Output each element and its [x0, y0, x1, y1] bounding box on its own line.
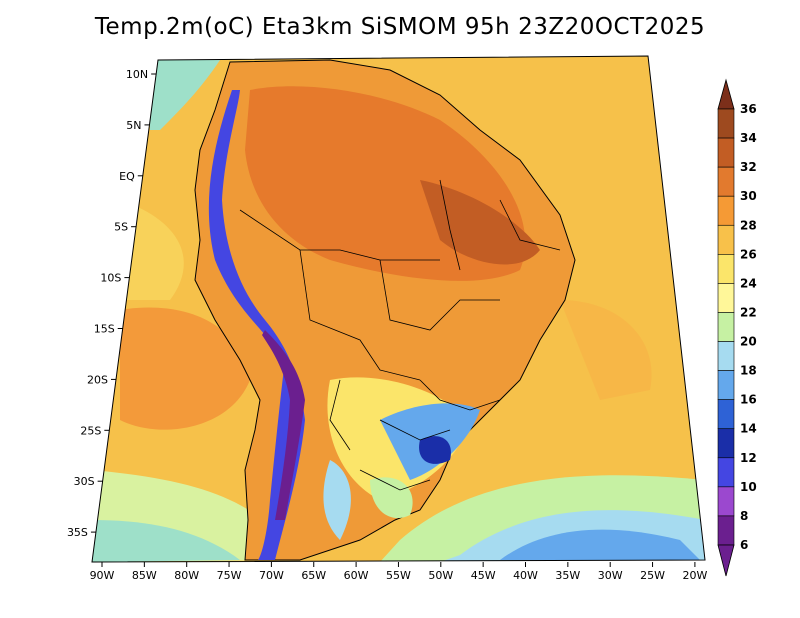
colorbar-label: 32 [740, 160, 757, 174]
colorbar-band [717, 312, 735, 342]
colorbar-bottom-arrow [717, 544, 735, 577]
colorbar-label: 36 [740, 102, 757, 116]
atlantic-warm-patch [560, 300, 652, 400]
lon-label: 20W [682, 569, 707, 582]
cool-ocean-nw [150, 60, 220, 130]
colorbar-band [717, 428, 735, 459]
longitude-axis: 90W 85W 80W 75W 70W 65W 60W 55W 50W 45W 40W 35W 30W 2… [90, 562, 707, 582]
colorbar-band [717, 515, 735, 546]
lon-label: 30W [598, 569, 623, 582]
colorbar-label: 34 [740, 131, 757, 145]
lat-label: 5S [114, 221, 128, 234]
colorbar-band [717, 224, 735, 255]
colorbar-label: 24 [740, 276, 757, 290]
lon-label: 90W [90, 569, 115, 582]
colorbar-label: 8 [740, 509, 748, 523]
cold-ocean-sw [92, 520, 240, 562]
lat-label: 15S [94, 323, 115, 336]
lat-label: 10N [126, 68, 148, 81]
colorbar-label: 16 [740, 393, 757, 407]
latitude-axis: 10N 5N EQ 5S 10S 15S 20S 25S 30S 35S [67, 68, 157, 539]
lat-label: EQ [119, 170, 135, 183]
andes-cold-band [208, 90, 305, 560]
colorbar-band [717, 254, 735, 284]
lon-label: 75W [217, 569, 242, 582]
colorbar-band [717, 341, 735, 371]
lon-label: 55W [386, 569, 411, 582]
lon-label: 40W [513, 569, 538, 582]
lon-label: 80W [174, 569, 199, 582]
argentina-cool-zone [323, 460, 351, 540]
lat-label: 10S [100, 272, 121, 285]
temperature-field [92, 56, 705, 562]
lon-label: 45W [471, 569, 496, 582]
lon-label: 85W [132, 569, 157, 582]
colorbar-band [717, 195, 735, 226]
lat-label: 5N [126, 119, 141, 132]
colorbar-label: 28 [740, 218, 757, 232]
colorbar-band [717, 283, 735, 313]
lon-label: 65W [301, 569, 326, 582]
lon-label: 35W [555, 569, 580, 582]
colorbar-band [717, 370, 735, 400]
lon-label: 60W [344, 569, 369, 582]
colorbar-label: 14 [740, 422, 757, 436]
lat-label: 30S [74, 475, 95, 488]
political-borders [239, 179, 561, 491]
lon-label: 50W [428, 569, 453, 582]
colorbar-label: 18 [740, 364, 757, 378]
colorbar-label: 6 [740, 538, 748, 552]
colorbar-label: 30 [740, 189, 757, 203]
colorbar-top-arrow [717, 78, 735, 110]
lon-label: 70W [259, 569, 284, 582]
lon-label: 25W [640, 569, 665, 582]
lat-label: 35S [67, 526, 88, 539]
colorbar-label: 26 [740, 247, 757, 261]
serra-cold-spot [419, 436, 451, 464]
colorbar-band [717, 137, 735, 168]
andes-coldest-band [262, 330, 305, 520]
colorbar-label: 22 [740, 305, 757, 319]
colorbar-band [717, 486, 735, 517]
colorbar-label: 10 [740, 480, 757, 494]
colorbar-label: 20 [740, 335, 757, 349]
colorbar-band [717, 399, 735, 430]
lat-label: 25S [80, 424, 101, 437]
lat-label: 20S [87, 373, 108, 386]
uruguay-mild-zone [370, 477, 413, 519]
colorbar-band [717, 166, 735, 197]
colorbar: 36 34 32 30 28 26 24 22 20 18 16 14 12 10 8 6 [717, 78, 757, 577]
colorbar-label: 12 [740, 451, 757, 465]
very-hot-ne [420, 180, 540, 265]
colorbar-band [717, 108, 735, 139]
pacific-warm-patch [120, 307, 250, 430]
colorbar-band [717, 457, 735, 488]
map-frame [91, 55, 706, 563]
map-title: Temp.2m(oC) Eta3km SiSMOM 95h 23Z20OCT20… [94, 14, 706, 40]
colder-ocean-se [500, 529, 700, 560]
